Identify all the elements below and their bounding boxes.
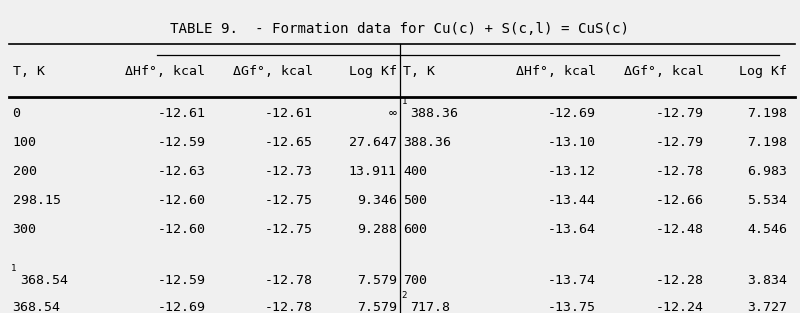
Text: -12.59: -12.59: [158, 274, 206, 287]
Text: 1: 1: [11, 264, 16, 273]
Text: -13.44: -13.44: [548, 194, 596, 207]
Text: 5.534: 5.534: [747, 194, 787, 207]
Text: 7.579: 7.579: [357, 301, 397, 313]
Text: -12.28: -12.28: [656, 274, 704, 287]
Text: 7.198: 7.198: [747, 136, 787, 149]
Text: ∞: ∞: [389, 107, 397, 120]
Text: -12.61: -12.61: [158, 107, 206, 120]
Text: -12.59: -12.59: [158, 136, 206, 149]
Text: 13.911: 13.911: [349, 165, 397, 178]
Text: ΔHf°, kcal: ΔHf°, kcal: [516, 64, 596, 78]
Text: -12.66: -12.66: [656, 194, 704, 207]
Text: -13.74: -13.74: [548, 274, 596, 287]
Text: -12.65: -12.65: [265, 136, 313, 149]
Text: -12.75: -12.75: [265, 223, 313, 236]
Text: ΔHf°, kcal: ΔHf°, kcal: [126, 64, 206, 78]
Text: -12.78: -12.78: [265, 274, 313, 287]
Text: T, K: T, K: [403, 64, 435, 78]
Text: 100: 100: [13, 136, 37, 149]
Text: 388.36: 388.36: [410, 107, 458, 120]
Text: 7.198: 7.198: [747, 107, 787, 120]
Text: 200: 200: [13, 165, 37, 178]
Text: 1: 1: [402, 96, 407, 105]
Text: -12.60: -12.60: [158, 194, 206, 207]
Text: -12.63: -12.63: [158, 165, 206, 178]
Text: 0: 0: [13, 107, 21, 120]
Text: 400: 400: [403, 165, 427, 178]
Text: 368.54: 368.54: [20, 274, 68, 287]
Text: -12.48: -12.48: [656, 223, 704, 236]
Text: -13.64: -13.64: [548, 223, 596, 236]
Text: 600: 600: [403, 223, 427, 236]
Text: ΔGf°, kcal: ΔGf°, kcal: [233, 64, 313, 78]
Text: 388.36: 388.36: [403, 136, 451, 149]
Text: -13.75: -13.75: [548, 301, 596, 313]
Text: 3.727: 3.727: [747, 301, 787, 313]
Text: -13.10: -13.10: [548, 136, 596, 149]
Text: 3.834: 3.834: [747, 274, 787, 287]
Text: ΔGf°, kcal: ΔGf°, kcal: [624, 64, 704, 78]
Text: -12.78: -12.78: [656, 165, 704, 178]
Text: 298.15: 298.15: [13, 194, 61, 207]
Text: 717.8: 717.8: [410, 301, 450, 313]
Text: -12.61: -12.61: [265, 107, 313, 120]
Text: -12.78: -12.78: [265, 301, 313, 313]
Text: TABLE 9.  - Formation data for Cu(c) + S(c,l) = CuS(c): TABLE 9. - Formation data for Cu(c) + S(…: [170, 22, 630, 36]
Text: 500: 500: [403, 194, 427, 207]
Text: -12.24: -12.24: [656, 301, 704, 313]
Text: T, K: T, K: [13, 64, 45, 78]
Text: -12.73: -12.73: [265, 165, 313, 178]
Text: -12.75: -12.75: [265, 194, 313, 207]
Text: -12.60: -12.60: [158, 223, 206, 236]
Text: 9.288: 9.288: [357, 223, 397, 236]
Text: 300: 300: [13, 223, 37, 236]
Text: -12.79: -12.79: [656, 107, 704, 120]
Text: Log Kf: Log Kf: [349, 64, 397, 78]
Text: 4.546: 4.546: [747, 223, 787, 236]
Text: 6.983: 6.983: [747, 165, 787, 178]
Text: -12.69: -12.69: [548, 107, 596, 120]
Text: 2: 2: [402, 291, 407, 300]
Text: -13.12: -13.12: [548, 165, 596, 178]
Text: Log Kf: Log Kf: [739, 64, 787, 78]
Text: 7.579: 7.579: [357, 274, 397, 287]
Text: 368.54: 368.54: [13, 301, 61, 313]
Text: 27.647: 27.647: [349, 136, 397, 149]
Text: 700: 700: [403, 274, 427, 287]
Text: -12.79: -12.79: [656, 136, 704, 149]
Text: 9.346: 9.346: [357, 194, 397, 207]
Text: -12.69: -12.69: [158, 301, 206, 313]
